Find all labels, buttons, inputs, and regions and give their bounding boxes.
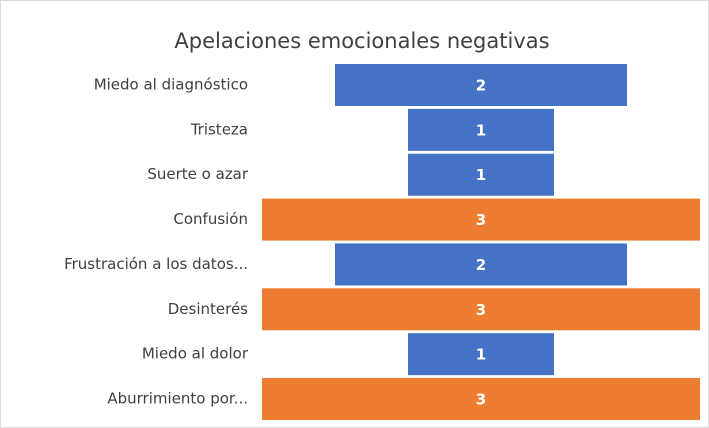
data-label: 2 [476, 256, 486, 274]
bar [408, 108, 554, 151]
data-label: 1 [476, 346, 486, 364]
bar [262, 288, 700, 331]
bar [408, 333, 554, 376]
bar [408, 153, 554, 196]
category-label: Tristeza [190, 120, 248, 138]
bar [262, 378, 700, 421]
category-label: Aburrimiento por... [107, 390, 248, 408]
bar [335, 64, 627, 106]
category-label: Miedo al diagnóstico [94, 76, 248, 94]
category-label: Miedo al dolor [142, 345, 249, 363]
data-label: 2 [476, 77, 486, 95]
data-label: 1 [476, 121, 486, 139]
category-label: Desinterés [168, 300, 248, 318]
data-label: 1 [476, 166, 486, 184]
category-label: Frustración a los datos... [64, 255, 248, 273]
bar [262, 198, 700, 241]
bar [335, 243, 627, 286]
category-label: Confusión [173, 210, 248, 228]
data-label: 3 [476, 301, 486, 319]
chart-title: Apelaciones emocionales negativas [174, 29, 549, 53]
category-label: Suerte o azar [147, 165, 249, 183]
data-label: 3 [476, 211, 486, 229]
data-label: 3 [476, 391, 486, 409]
